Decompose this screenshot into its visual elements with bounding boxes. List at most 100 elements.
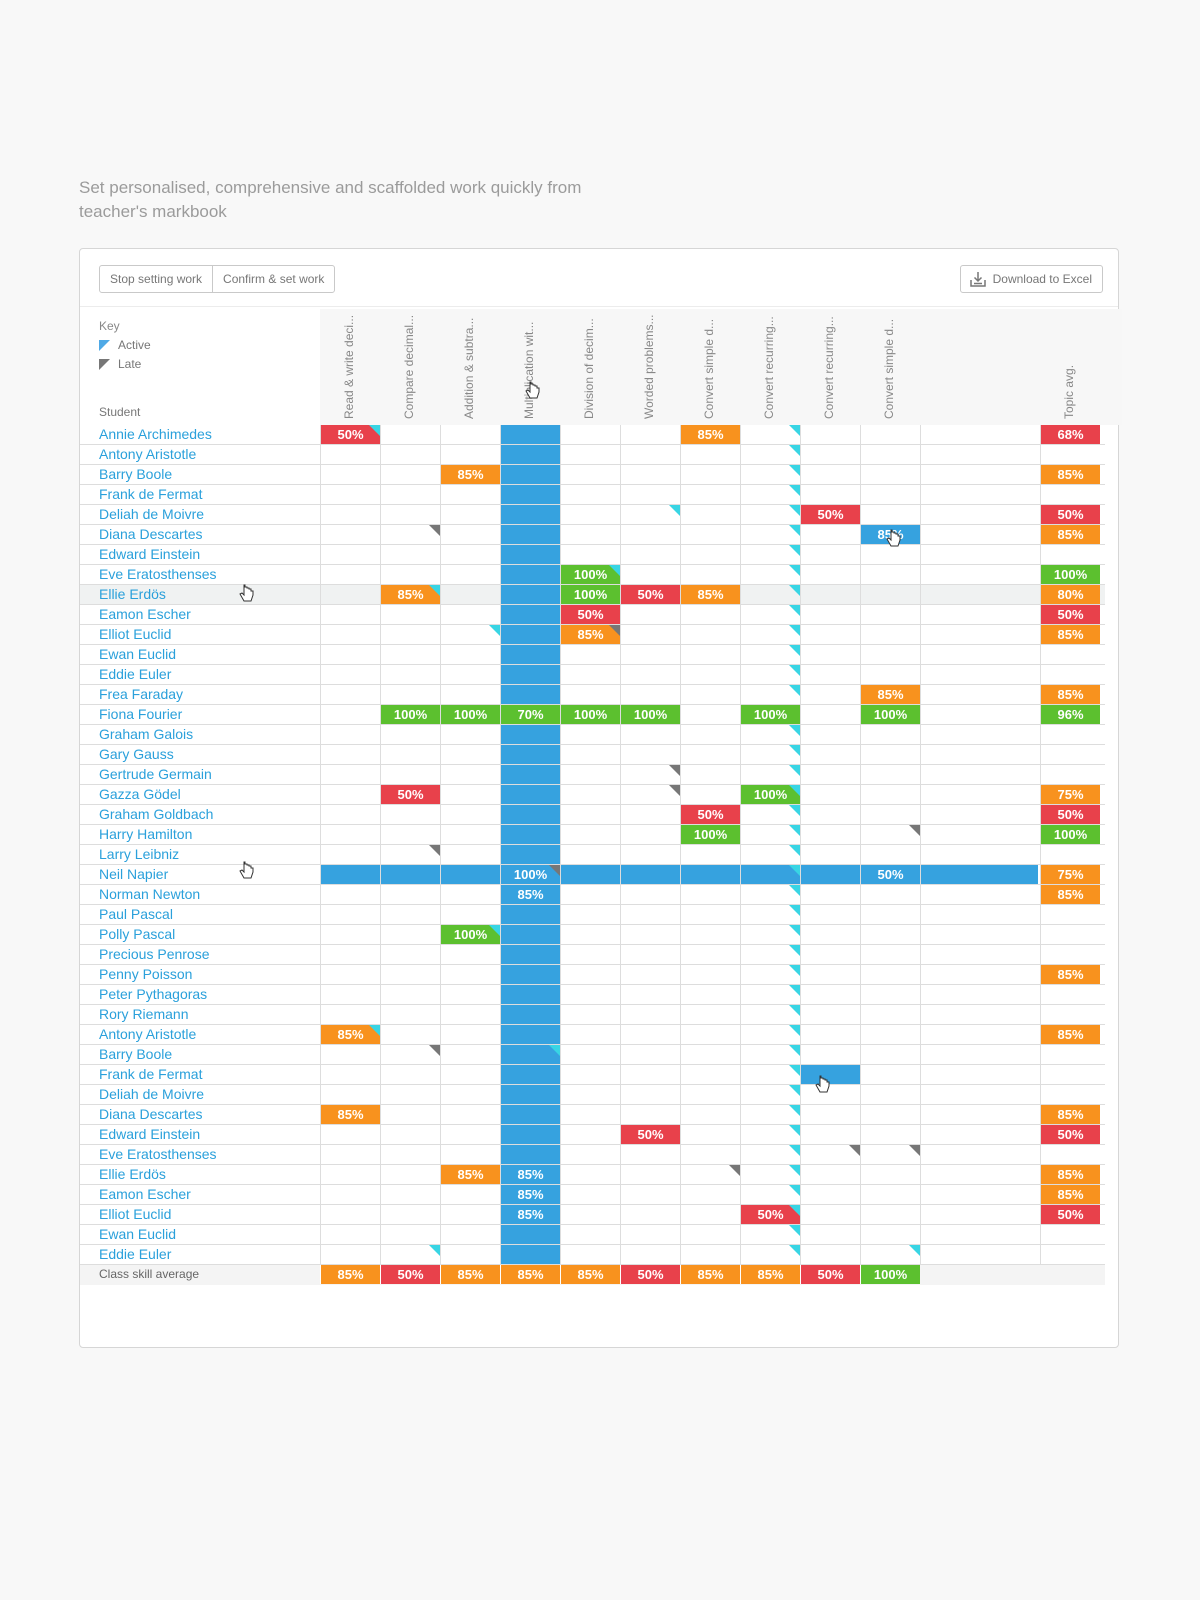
mark-cell[interactable]: [800, 765, 860, 784]
mark-cell[interactable]: [560, 1125, 620, 1144]
mark-cell[interactable]: [860, 1145, 920, 1164]
mark-cell[interactable]: 100%: [440, 925, 500, 944]
student-name-link[interactable]: Deliah de Moivre: [99, 1086, 205, 1102]
mark-cell[interactable]: [500, 1145, 560, 1164]
mark-cell[interactable]: [860, 1245, 920, 1264]
mark-cell[interactable]: [740, 725, 800, 744]
mark-cell[interactable]: [320, 985, 380, 1004]
mark-cell[interactable]: [500, 425, 560, 444]
mark-cell[interactable]: [800, 1005, 860, 1024]
mark-cell[interactable]: [680, 945, 740, 964]
mark-cell[interactable]: [560, 1245, 620, 1264]
mark-cell[interactable]: 85%: [440, 465, 500, 484]
mark-cell[interactable]: [800, 485, 860, 504]
mark-cell[interactable]: [440, 585, 500, 604]
mark-cell[interactable]: [620, 865, 680, 884]
mark-cell[interactable]: [320, 1245, 380, 1264]
mark-cell[interactable]: [800, 545, 860, 564]
mark-cell[interactable]: [620, 1065, 680, 1084]
mark-cell[interactable]: [620, 1185, 680, 1204]
student-name-link[interactable]: Graham Goldbach: [99, 806, 214, 822]
mark-cell[interactable]: [320, 965, 380, 984]
student-name-link[interactable]: Diana Descartes: [99, 1106, 203, 1122]
mark-cell[interactable]: [740, 645, 800, 664]
mark-cell[interactable]: [860, 565, 920, 584]
mark-cell[interactable]: [680, 465, 740, 484]
mark-cell[interactable]: [380, 1125, 440, 1144]
student-name-link[interactable]: Penny Poisson: [99, 966, 193, 982]
mark-cell[interactable]: [860, 545, 920, 564]
mark-cell[interactable]: [740, 745, 800, 764]
student-name-link[interactable]: Ewan Euclid: [99, 1226, 177, 1242]
mark-cell[interactable]: [740, 1105, 800, 1124]
mark-cell[interactable]: [320, 1065, 380, 1084]
mark-cell[interactable]: [440, 725, 500, 744]
mark-cell[interactable]: [320, 725, 380, 744]
mark-cell[interactable]: [500, 1065, 560, 1084]
mark-cell[interactable]: [620, 825, 680, 844]
mark-cell[interactable]: 100%: [560, 565, 620, 584]
mark-cell[interactable]: [320, 545, 380, 564]
mark-cell[interactable]: [620, 1005, 680, 1024]
mark-cell[interactable]: [800, 425, 860, 444]
mark-cell[interactable]: [680, 745, 740, 764]
mark-cell[interactable]: [860, 1125, 920, 1144]
mark-cell[interactable]: [800, 1205, 860, 1224]
mark-cell[interactable]: [860, 605, 920, 624]
mark-cell[interactable]: [320, 645, 380, 664]
mark-cell[interactable]: [500, 545, 560, 564]
mark-cell[interactable]: [620, 1105, 680, 1124]
mark-cell[interactable]: [740, 565, 800, 584]
mark-cell[interactable]: [860, 945, 920, 964]
mark-cell[interactable]: [380, 825, 440, 844]
mark-cell[interactable]: [680, 885, 740, 904]
mark-cell[interactable]: 85%: [500, 885, 560, 904]
mark-cell[interactable]: [680, 605, 740, 624]
mark-cell[interactable]: 85%: [320, 1025, 380, 1044]
mark-cell[interactable]: [620, 605, 680, 624]
mark-cell[interactable]: [680, 505, 740, 524]
mark-cell[interactable]: [560, 945, 620, 964]
mark-cell[interactable]: [440, 485, 500, 504]
mark-cell[interactable]: [740, 945, 800, 964]
skill-column-header[interactable]: Convert recurring...: [822, 316, 836, 419]
mark-cell[interactable]: [320, 1125, 380, 1144]
mark-cell[interactable]: [320, 845, 380, 864]
mark-cell[interactable]: [620, 745, 680, 764]
mark-cell[interactable]: [860, 1205, 920, 1224]
mark-cell[interactable]: [680, 1225, 740, 1244]
mark-cell[interactable]: [860, 885, 920, 904]
mark-cell[interactable]: [680, 665, 740, 684]
mark-cell[interactable]: [440, 885, 500, 904]
mark-cell[interactable]: [680, 865, 740, 884]
mark-cell[interactable]: [620, 965, 680, 984]
mark-cell[interactable]: [800, 525, 860, 544]
mark-cell[interactable]: [620, 1225, 680, 1244]
mark-cell[interactable]: [800, 1085, 860, 1104]
mark-cell[interactable]: [860, 1045, 920, 1064]
mark-cell[interactable]: [740, 985, 800, 1004]
mark-cell[interactable]: [800, 1025, 860, 1044]
mark-cell[interactable]: [560, 1025, 620, 1044]
mark-cell[interactable]: [500, 665, 560, 684]
mark-cell[interactable]: [440, 505, 500, 524]
student-name-link[interactable]: Norman Newton: [99, 886, 201, 902]
mark-cell[interactable]: [860, 465, 920, 484]
mark-cell[interactable]: [320, 605, 380, 624]
mark-cell[interactable]: [740, 545, 800, 564]
mark-cell[interactable]: [680, 965, 740, 984]
mark-cell[interactable]: [680, 1025, 740, 1044]
mark-cell[interactable]: [740, 685, 800, 704]
mark-cell[interactable]: [740, 525, 800, 544]
mark-cell[interactable]: [440, 445, 500, 464]
mark-cell[interactable]: [800, 745, 860, 764]
mark-cell[interactable]: [320, 705, 380, 724]
student-name-link[interactable]: Fiona Fourier: [99, 706, 183, 722]
mark-cell[interactable]: [380, 1025, 440, 1044]
student-name-link[interactable]: Gazza Gödel: [99, 786, 181, 802]
mark-cell[interactable]: [860, 1105, 920, 1124]
skill-column-header[interactable]: Compare decimal...: [402, 314, 416, 419]
student-name-link[interactable]: Gertrude Germain: [99, 766, 212, 782]
mark-cell[interactable]: [800, 1065, 860, 1084]
mark-cell[interactable]: [560, 1205, 620, 1224]
